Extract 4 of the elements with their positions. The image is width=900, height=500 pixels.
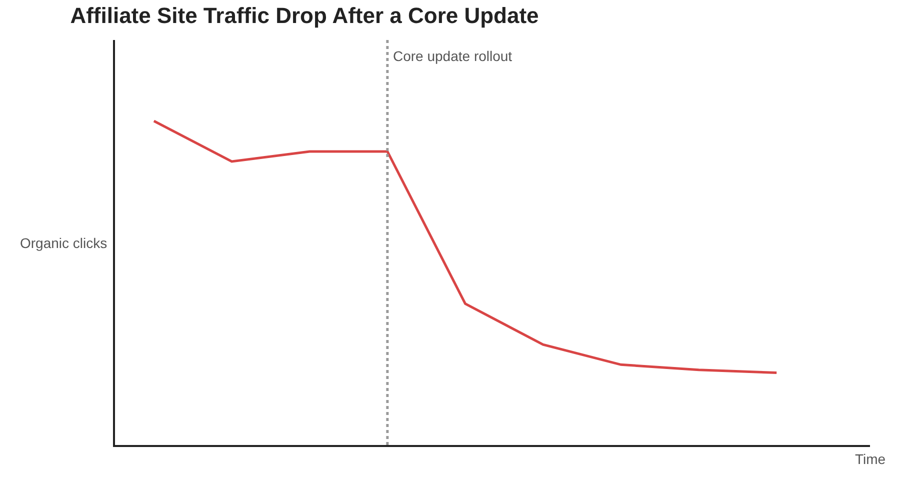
y-axis-title: Organic clicks bbox=[20, 235, 108, 251]
chart-title: Affiliate Site Traffic Drop After a Core Update bbox=[70, 2, 539, 28]
text: Core update rollout bbox=[393, 48, 512, 64]
x-axis-title: Time bbox=[855, 451, 886, 467]
